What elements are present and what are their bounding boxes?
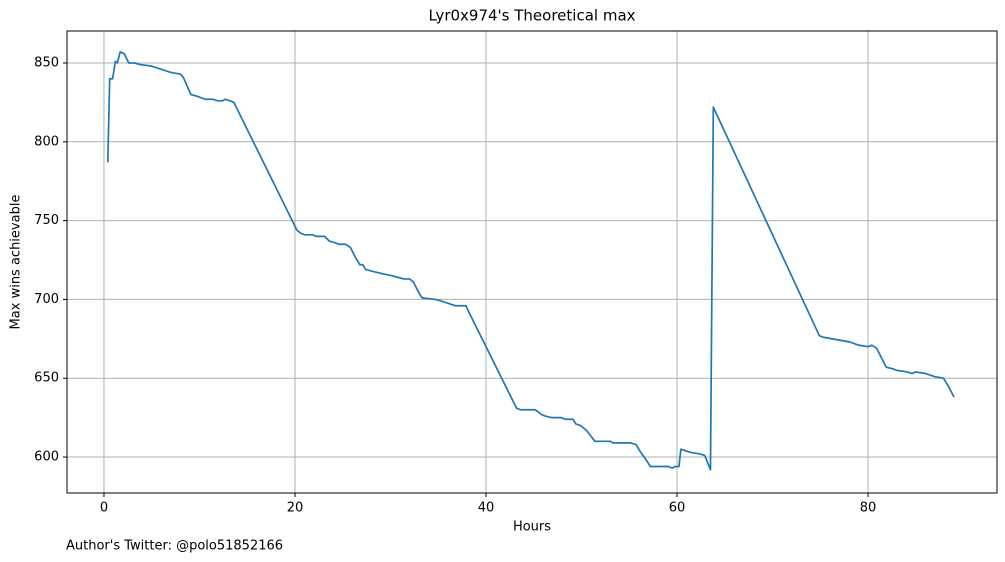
x-tick-label: 60 (669, 501, 686, 516)
y-tick-label: 850 (34, 55, 59, 70)
x-tick-label: 0 (100, 501, 108, 516)
x-tick-label: 80 (860, 501, 877, 516)
y-tick-label: 700 (34, 292, 59, 307)
data-line (106, 51, 955, 471)
x-tick-label: 20 (287, 501, 304, 516)
chart-title: Lyr0x974's Theoretical max (428, 7, 635, 25)
plot-frame (66, 30, 998, 494)
y-tick-label: 600 (34, 450, 59, 465)
y-tick-label: 800 (34, 134, 59, 149)
y-tick-label: 750 (34, 213, 59, 228)
x-tick-label: 40 (478, 501, 495, 516)
footer-annotation: Author's Twitter: @polo51852166 (66, 539, 283, 554)
x-axis-label: Hours (513, 520, 551, 535)
y-tick-label: 650 (34, 371, 59, 386)
y-axis-label: Max wins achievable (9, 195, 24, 330)
